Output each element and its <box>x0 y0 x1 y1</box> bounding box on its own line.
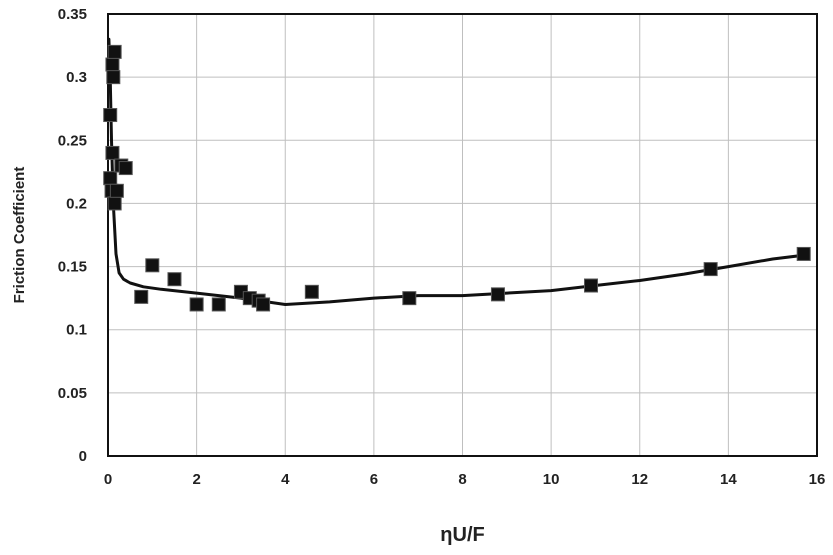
data-point-marker <box>106 70 121 85</box>
x-tick-label: 4 <box>281 471 290 488</box>
y-tick-label: 0 <box>79 448 87 465</box>
y-axis-title: Friction Coefficient <box>11 167 28 304</box>
data-point-marker <box>134 289 149 304</box>
y-tick-label: 0.1 <box>66 322 87 339</box>
x-tick-label: 2 <box>192 471 200 488</box>
data-point-marker <box>105 57 120 72</box>
data-point-marker <box>167 272 182 287</box>
x-tick-label: 14 <box>720 471 737 488</box>
x-tick-label: 6 <box>370 471 378 488</box>
y-tick-label: 0.15 <box>58 259 87 276</box>
y-tick-label: 0.25 <box>58 132 87 149</box>
data-point-marker <box>490 287 505 302</box>
data-point-marker <box>584 278 599 293</box>
data-point-marker <box>109 183 124 198</box>
data-point-marker <box>211 297 226 312</box>
x-tick-label: 10 <box>543 471 560 488</box>
data-point-marker <box>105 145 120 160</box>
data-point-marker <box>304 284 319 299</box>
data-point-marker <box>189 297 204 312</box>
y-tick-label: 0.3 <box>66 69 87 86</box>
data-point-marker <box>402 291 417 306</box>
data-point-marker <box>256 297 271 312</box>
data-point-marker <box>118 161 133 176</box>
y-tick-label: 0.35 <box>58 6 87 23</box>
grid-lines <box>107 13 818 457</box>
x-tick-label: 8 <box>458 471 466 488</box>
data-point-marker <box>703 262 718 277</box>
y-axis-ticks: 0 0.05 0.1 0.15 0.2 0.25 0.3 0.35 <box>58 6 87 465</box>
y-tick-label: 0.05 <box>58 385 87 402</box>
data-point-marker <box>796 246 811 261</box>
x-axis-ticks: 0 2 4 6 8 10 12 14 16 <box>104 471 826 488</box>
data-point-marker <box>103 108 118 123</box>
data-point-marker <box>107 196 122 211</box>
plot-area-frame <box>107 13 818 457</box>
data-markers <box>103 44 811 312</box>
x-tick-label: 16 <box>809 471 826 488</box>
x-tick-label: 12 <box>631 471 648 488</box>
y-tick-label: 0.2 <box>66 195 87 212</box>
x-axis-title: ηU/F <box>440 524 484 546</box>
data-point-marker <box>103 171 118 186</box>
data-point-marker <box>145 258 160 273</box>
data-point-marker <box>107 44 122 59</box>
trend-curve <box>107 37 806 306</box>
x-tick-label: 0 <box>104 471 112 488</box>
